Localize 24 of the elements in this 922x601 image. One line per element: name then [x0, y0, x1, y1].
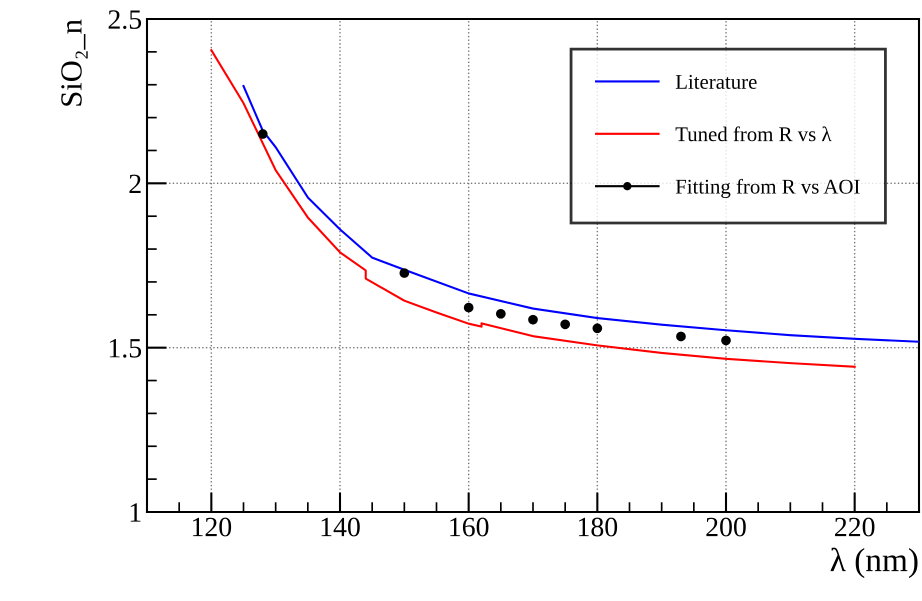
point: [464, 302, 474, 312]
point: [496, 308, 506, 319]
point: [721, 336, 731, 346]
y-tick-label: 1.5: [110, 338, 142, 358]
x-tick-label: 140: [322, 518, 360, 536]
x-axis-title: λ (nm): [830, 548, 918, 578]
y-tick-label: 2.5: [108, 10, 142, 30]
y-tick-label: 1: [130, 503, 140, 522]
x-tick-label: 200: [706, 518, 746, 536]
point: [676, 332, 686, 342]
legend-label: Literature: [676, 74, 757, 89]
point: [528, 314, 538, 325]
x-tick-label: 160: [450, 518, 488, 536]
point: [399, 268, 410, 278]
legend-label: Fitting from R vs AOI: [676, 178, 860, 198]
legend-label: Tuned from R vs λ: [676, 126, 832, 142]
x-tick-label: 120: [192, 518, 232, 536]
y-axis-title: SiO₂_n: [61, 19, 88, 106]
point: [258, 129, 268, 139]
x-tick-label: 220: [835, 518, 874, 536]
y-tick-label: 2: [129, 174, 141, 193]
x-tick-label: 180: [578, 518, 618, 536]
point: [592, 323, 602, 334]
point: [560, 319, 570, 330]
